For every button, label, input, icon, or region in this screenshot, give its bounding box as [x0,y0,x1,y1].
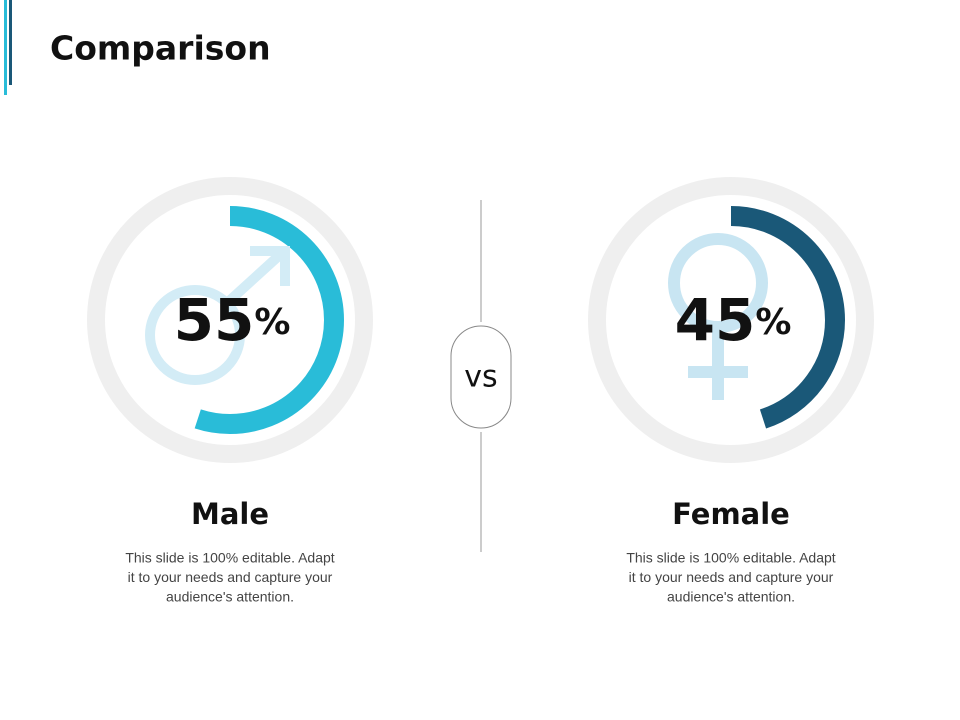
item-description: This slide is 100% editable. Adapt [626,550,835,566]
male-icon [145,246,290,385]
ring-track [588,177,874,463]
accent-bar [4,0,7,95]
female-icon [668,233,768,400]
vs-label: VS [464,360,497,395]
item-description: it to your needs and capture your [128,569,333,585]
percent-value: 45% [675,286,792,354]
percent-value: 55% [174,286,291,354]
item-description: audience's attention. [166,589,294,605]
accent-bar [9,0,12,85]
ring-track [87,177,373,463]
percent-number: 45 [675,286,756,354]
percent-number: 55 [174,286,255,354]
vs-pill [450,325,512,429]
item-description: audience's attention. [667,589,795,605]
item-description: it to your needs and capture your [629,569,834,585]
percent-unit: % [254,302,290,343]
progress-arc [617,206,845,434]
item-description: This slide is 100% editable. Adapt [125,550,334,566]
item-label: Male [191,497,269,531]
percent-unit: % [755,302,791,343]
item-label: Female [672,497,790,531]
progress-arc [116,206,344,434]
slide-title: Comparison [50,29,271,68]
